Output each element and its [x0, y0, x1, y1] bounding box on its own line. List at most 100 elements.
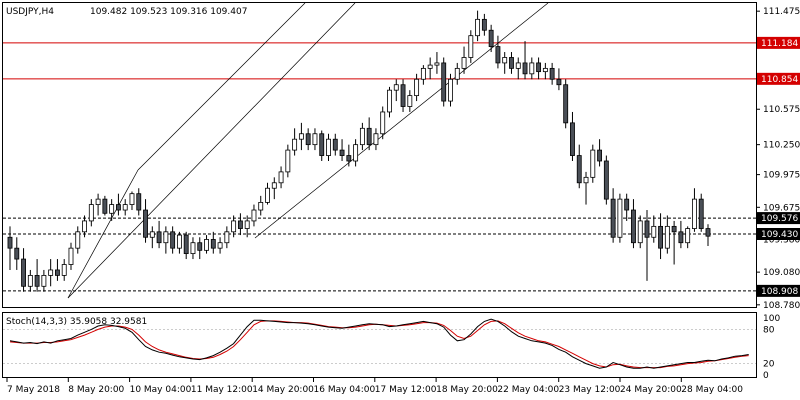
level-labels: 111.184 110.854 109.576 109.430 108.908	[757, 36, 800, 297]
candle-bear	[21, 258, 26, 287]
candle-bull	[129, 193, 135, 205]
candle-bull	[271, 182, 277, 189]
candle-bull	[583, 176, 589, 184]
candle-bear	[7, 236, 13, 249]
candle-bull	[27, 275, 33, 287]
level-label: 109.430	[761, 230, 798, 240]
candle-bull	[387, 89, 392, 113]
price-tick-label: 110.250	[763, 141, 800, 151]
level-label: 109.576	[761, 214, 798, 224]
candle-bull	[75, 231, 81, 249]
candle-bear	[339, 149, 345, 156]
price-tick-label: 109.380	[763, 235, 800, 245]
level-label-bg	[757, 212, 800, 225]
candle-bear	[658, 225, 663, 249]
price-tick-label: 108.780	[763, 301, 800, 311]
candle-bear	[556, 78, 562, 86]
candle-bull	[176, 234, 182, 249]
candle-bull	[82, 220, 87, 233]
candle-bull	[692, 198, 697, 229]
candle-bear	[536, 62, 542, 73]
candle-bear	[488, 29, 494, 47]
channel-anchor-line	[67, 169, 139, 299]
level-lines	[3, 42, 756, 292]
level-label-bg	[757, 36, 800, 49]
candle-bull	[617, 198, 623, 238]
candle-bull	[190, 242, 196, 255]
channel-mid-line	[137, 2, 306, 171]
candle-bear	[678, 231, 684, 244]
candle-bull	[407, 95, 413, 107]
candle-bull	[373, 133, 379, 146]
candle-bear	[522, 62, 528, 75]
candle-bull	[461, 57, 467, 69]
level-label-bg	[757, 227, 800, 240]
candle-bear	[481, 18, 487, 31]
candle-bear	[55, 269, 60, 276]
candle-bull	[163, 231, 169, 244]
price-tick-label: 109.975	[763, 171, 800, 181]
candle-bull	[61, 264, 67, 276]
candle-bull	[231, 220, 237, 233]
candle-bear	[549, 67, 555, 80]
main-panel-frame	[2, 2, 757, 308]
candle-bull	[590, 149, 596, 178]
candle-bull	[88, 204, 94, 222]
candle-bull	[258, 201, 264, 211]
candle-bull	[265, 187, 270, 203]
candle-bull	[468, 35, 474, 58]
time-tick-label: 8 May 20:00	[68, 385, 124, 395]
candle-bear	[631, 209, 636, 244]
candle-bear	[366, 127, 372, 146]
candle-bear	[698, 198, 704, 229]
candle-bull	[68, 247, 74, 265]
time-tick-label: 16 May 04:00	[314, 385, 376, 395]
trend-channel[interactable]	[67, 2, 549, 299]
candle-bear	[34, 275, 40, 287]
candle-bear	[495, 46, 501, 64]
time-tick-label: 28 May 04:00	[681, 385, 743, 395]
candle-bear	[156, 231, 162, 244]
candle-bull	[41, 275, 47, 287]
stoch-tick-label: 0	[763, 371, 769, 381]
candle-bull	[204, 239, 209, 251]
price-tick-label: 109.675	[763, 203, 800, 213]
candle-bull	[224, 231, 230, 244]
time-tick-label: 14 May 20:00	[252, 385, 314, 395]
candle-bull	[122, 204, 128, 211]
candle-bull	[353, 144, 359, 162]
time-tick-label: 23 May 12:00	[559, 385, 621, 395]
time-tick-label: 11 May 12:00	[191, 385, 253, 395]
price-axis: 111.475111.180110.855110.575110.250109.9…	[756, 7, 800, 311]
level-label: 110.854	[761, 75, 798, 85]
candle-bear	[671, 225, 677, 233]
candle-bear	[102, 198, 108, 214]
stoch-label: Stoch(14,3,3) 35.9058 32.9581	[6, 317, 147, 327]
candle-bull	[529, 62, 535, 75]
candle-bear	[610, 198, 616, 238]
candle-bear	[400, 84, 406, 107]
candle-bull	[434, 62, 440, 66]
level-label-bg	[757, 72, 800, 85]
candle-bear	[14, 247, 20, 260]
candle-bear	[603, 160, 609, 200]
candle-bull	[542, 67, 548, 73]
candle-bull	[651, 225, 657, 238]
candle-bear	[143, 209, 148, 238]
candle-bull	[278, 171, 284, 184]
candle-bull	[292, 138, 298, 151]
candle-bear	[576, 155, 582, 184]
stoch-signal-line	[9, 320, 749, 369]
stoch-tick-label: 100	[763, 314, 780, 324]
time-tick-label: 18 May 20:00	[436, 385, 498, 395]
candle-bull	[502, 57, 508, 64]
chart-ohlc: 109.482 109.523 109.316 109.407	[90, 7, 247, 17]
candle-bear	[197, 242, 203, 251]
candle-bull	[48, 269, 54, 276]
chart-symbol: USDJPY,H4	[6, 7, 54, 17]
candle-bear	[705, 228, 711, 237]
level-label-bg	[757, 284, 800, 297]
candle-bear	[570, 122, 575, 156]
